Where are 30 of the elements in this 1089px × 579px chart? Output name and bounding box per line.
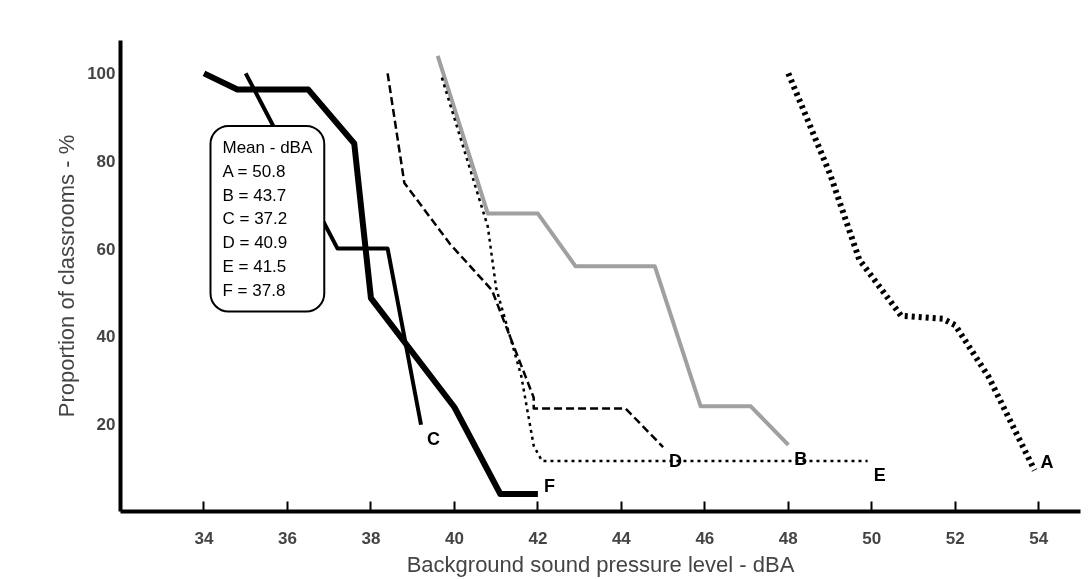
annotation: D = 40.9 [222, 233, 288, 252]
x-tick-label: 42 [528, 528, 548, 548]
y-tick-label: 100 [87, 64, 116, 84]
y-tick-label: 80 [96, 151, 116, 171]
annotation: B = 43.7 [222, 185, 287, 205]
series-label: D [669, 451, 683, 472]
y-tick-label: 60 [96, 239, 116, 259]
annotation: Mean - dBA [222, 138, 313, 157]
y-tick-label: 20 [96, 414, 116, 434]
series-label: E [873, 465, 886, 486]
y-tick-label: 40 [96, 327, 116, 347]
x-tick-label: 36 [278, 528, 297, 548]
x-tick-label: 52 [945, 528, 965, 548]
series-label: C [427, 428, 441, 449]
x-tick-label: 38 [361, 528, 381, 548]
annotation: F = 37.8 [222, 280, 286, 300]
x-axis-title: Background sound pressure level - dBA [406, 551, 795, 577]
x-tick-label: 34 [194, 528, 214, 548]
y-axis-title: Proportion of classrooms - % [54, 134, 80, 418]
annotation: C = 37.2 [222, 209, 288, 229]
annotation: E = 41.5 [222, 256, 287, 276]
x-tick-label: 40 [444, 528, 464, 548]
x-tick-label: 44 [611, 528, 632, 548]
x-tick-label: 50 [862, 528, 882, 548]
series-label: F [543, 475, 555, 496]
series-label: A [1040, 452, 1054, 473]
x-tick-label: 54 [1029, 528, 1049, 548]
x-tick-label: 48 [778, 528, 798, 548]
x-tick-label: 46 [695, 528, 715, 548]
annotation: A = 50.8 [222, 161, 286, 181]
